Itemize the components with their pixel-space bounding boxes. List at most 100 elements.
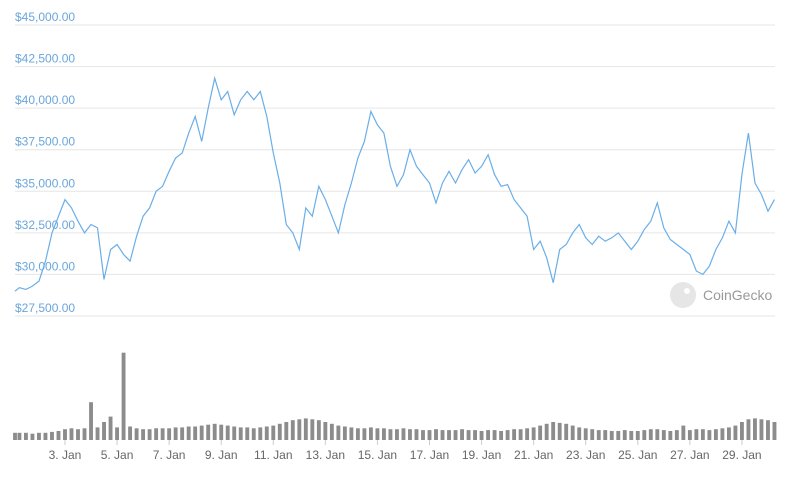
volume-bar: [362, 428, 367, 440]
volume-bar: [290, 420, 295, 440]
volume-bar: [499, 431, 504, 440]
volume-bar: [681, 425, 686, 440]
volume-bar: [635, 431, 640, 440]
y-tick-label: $40,000.00: [15, 93, 75, 107]
volume-bar: [50, 431, 54, 440]
volume-bar: [37, 432, 41, 440]
volume-bar: [43, 432, 48, 440]
volume-bar: [492, 430, 497, 440]
volume-bar: [329, 423, 334, 440]
volume-bar: [310, 419, 315, 440]
volume-bar: [603, 430, 608, 440]
volume-bar: [609, 431, 614, 440]
volume-bar: [447, 430, 451, 440]
volume-bar: [102, 422, 106, 440]
volume-bar: [121, 352, 126, 440]
x-tick-label: 25. Jan: [618, 448, 657, 462]
volume-bar: [538, 425, 543, 440]
volume-bar: [642, 430, 647, 440]
volume-bar: [56, 431, 61, 440]
volume-bar: [238, 427, 243, 440]
volume-bar: [323, 422, 328, 440]
volume-bar: [388, 429, 393, 440]
volume-bar: [596, 430, 601, 440]
volume-bar: [460, 429, 464, 440]
volume-bar: [89, 402, 93, 440]
x-tick-label: 7. Jan: [153, 448, 186, 462]
volume-bar: [401, 428, 406, 440]
volume-bar: [622, 430, 627, 440]
volume-bar: [128, 426, 133, 440]
volume-bar: [258, 427, 263, 440]
volume-bar: [232, 426, 237, 440]
volume-bar: [551, 422, 556, 440]
x-tick-label: 5. Jan: [101, 448, 134, 462]
volume-bar: [167, 428, 172, 440]
volume-bar: [395, 429, 399, 440]
volume-bar: [63, 429, 67, 440]
volume-bar: [408, 429, 412, 440]
volume-bar: [687, 430, 692, 440]
volume-bar: [473, 430, 477, 440]
volume-bar: [759, 419, 764, 440]
volume-bar: [154, 428, 159, 440]
volume-bar: [186, 426, 191, 440]
volume-bar: [753, 418, 757, 440]
volume-bar: [726, 427, 731, 440]
x-tick-label: 13. Jan: [306, 448, 345, 462]
volume-bar: [544, 423, 549, 440]
volume-bar: [746, 419, 751, 440]
volume-bar: [577, 427, 582, 440]
volume-bar: [17, 432, 22, 440]
volume-bar: [271, 425, 276, 440]
volume-bar: [700, 429, 705, 440]
volume-bar: [69, 428, 74, 440]
volume-bar: [648, 429, 653, 440]
volume-bar: [427, 430, 432, 440]
volume-bar: [590, 429, 595, 440]
volume-bar: [668, 431, 673, 440]
volume-bar: [414, 429, 419, 440]
volume-bar: [382, 428, 386, 440]
volume-bar: [694, 429, 699, 440]
volume-bar: [479, 431, 484, 440]
volume-bar: [199, 425, 204, 440]
x-tick-label: 23. Jan: [566, 448, 605, 462]
volume-bar: [531, 427, 536, 440]
logo-circle: [670, 282, 696, 308]
volume-bar: [147, 429, 152, 440]
volume-bar: [512, 429, 517, 440]
volume-bar: [557, 422, 562, 440]
volume-bar: [434, 429, 438, 440]
volume-bar: [141, 429, 146, 440]
volume-bar: [466, 430, 471, 440]
volume-bar: [180, 427, 185, 440]
volume-bar: [505, 430, 510, 440]
x-tick-label: 17. Jan: [410, 448, 449, 462]
volume-bar: [82, 428, 87, 440]
volume-bar: [655, 429, 660, 440]
y-tick-label: $42,500.00: [15, 52, 75, 66]
volume-bar: [225, 425, 230, 440]
volume-bar: [245, 427, 250, 440]
watermark: CoinGecko: [703, 287, 772, 303]
volume-bar: [453, 430, 458, 440]
volume-bar: [206, 424, 211, 440]
y-tick-label: $45,000.00: [15, 10, 75, 24]
volume-bar: [76, 429, 80, 440]
y-tick-label: $32,500.00: [15, 218, 75, 232]
volume-bar: [24, 432, 28, 440]
x-tick-label: 15. Jan: [358, 448, 397, 462]
volume-bar: [115, 427, 119, 440]
volume-bar: [661, 430, 666, 440]
y-tick-label: $37,500.00: [15, 135, 75, 149]
volume-bar: [355, 428, 360, 440]
volume-bar: [173, 427, 178, 440]
volume-bar: [629, 431, 634, 440]
volume-bar: [212, 423, 217, 440]
volume-bar: [336, 425, 341, 440]
volume-bar: [486, 430, 491, 440]
volume-bar: [95, 427, 100, 440]
volume-bar: [440, 430, 445, 440]
